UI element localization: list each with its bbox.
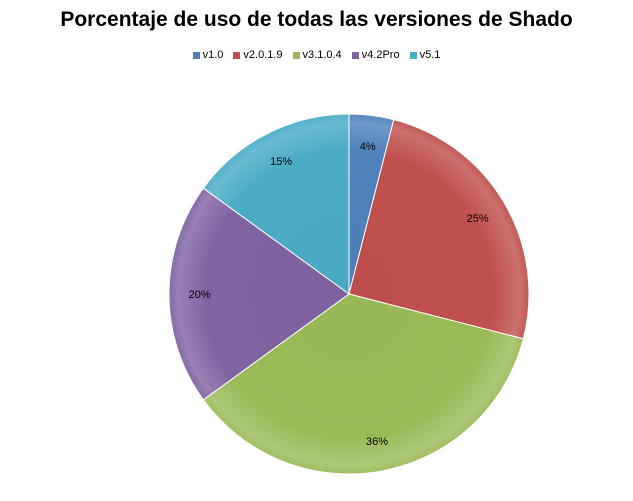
legend-swatch bbox=[233, 51, 241, 59]
slice-data-label: 20% bbox=[189, 289, 211, 301]
chart-title: Porcentaje de uso de todas las versiones… bbox=[60, 8, 573, 31]
legend-item: v3.1.0.4 bbox=[292, 49, 342, 61]
legend-swatch bbox=[351, 51, 359, 59]
pie-slice bbox=[202, 293, 524, 475]
slice-data-label: 15% bbox=[270, 156, 292, 168]
legend-label: v3.1.0.4 bbox=[302, 49, 342, 61]
slice-data-label: 4% bbox=[360, 141, 376, 153]
legend-label: v1.0 bbox=[202, 49, 224, 61]
legend-item: v5.1 bbox=[409, 49, 441, 61]
legend-label: v5.1 bbox=[419, 49, 441, 61]
legend-item: v2.0.1.9 bbox=[233, 49, 283, 61]
pie-slice bbox=[202, 113, 350, 295]
legend-label: v4.2Pro bbox=[361, 49, 400, 61]
pie-slice bbox=[168, 187, 350, 401]
legend-swatch bbox=[292, 51, 300, 59]
slice-data-label: 25% bbox=[467, 213, 489, 225]
legend-item: v4.2Pro bbox=[351, 49, 400, 61]
legend-swatch bbox=[409, 51, 417, 59]
pie-slice bbox=[348, 119, 530, 340]
slice-data-label: 36% bbox=[366, 436, 388, 448]
legend-swatch bbox=[192, 51, 200, 59]
chart-legend: v1.0 v2.0.1.9 v3.1.0.4 v4.2Pro v5.1 bbox=[0, 49, 633, 61]
legend-label: v2.0.1.9 bbox=[243, 49, 283, 61]
legend-item: v1.0 bbox=[192, 49, 224, 61]
